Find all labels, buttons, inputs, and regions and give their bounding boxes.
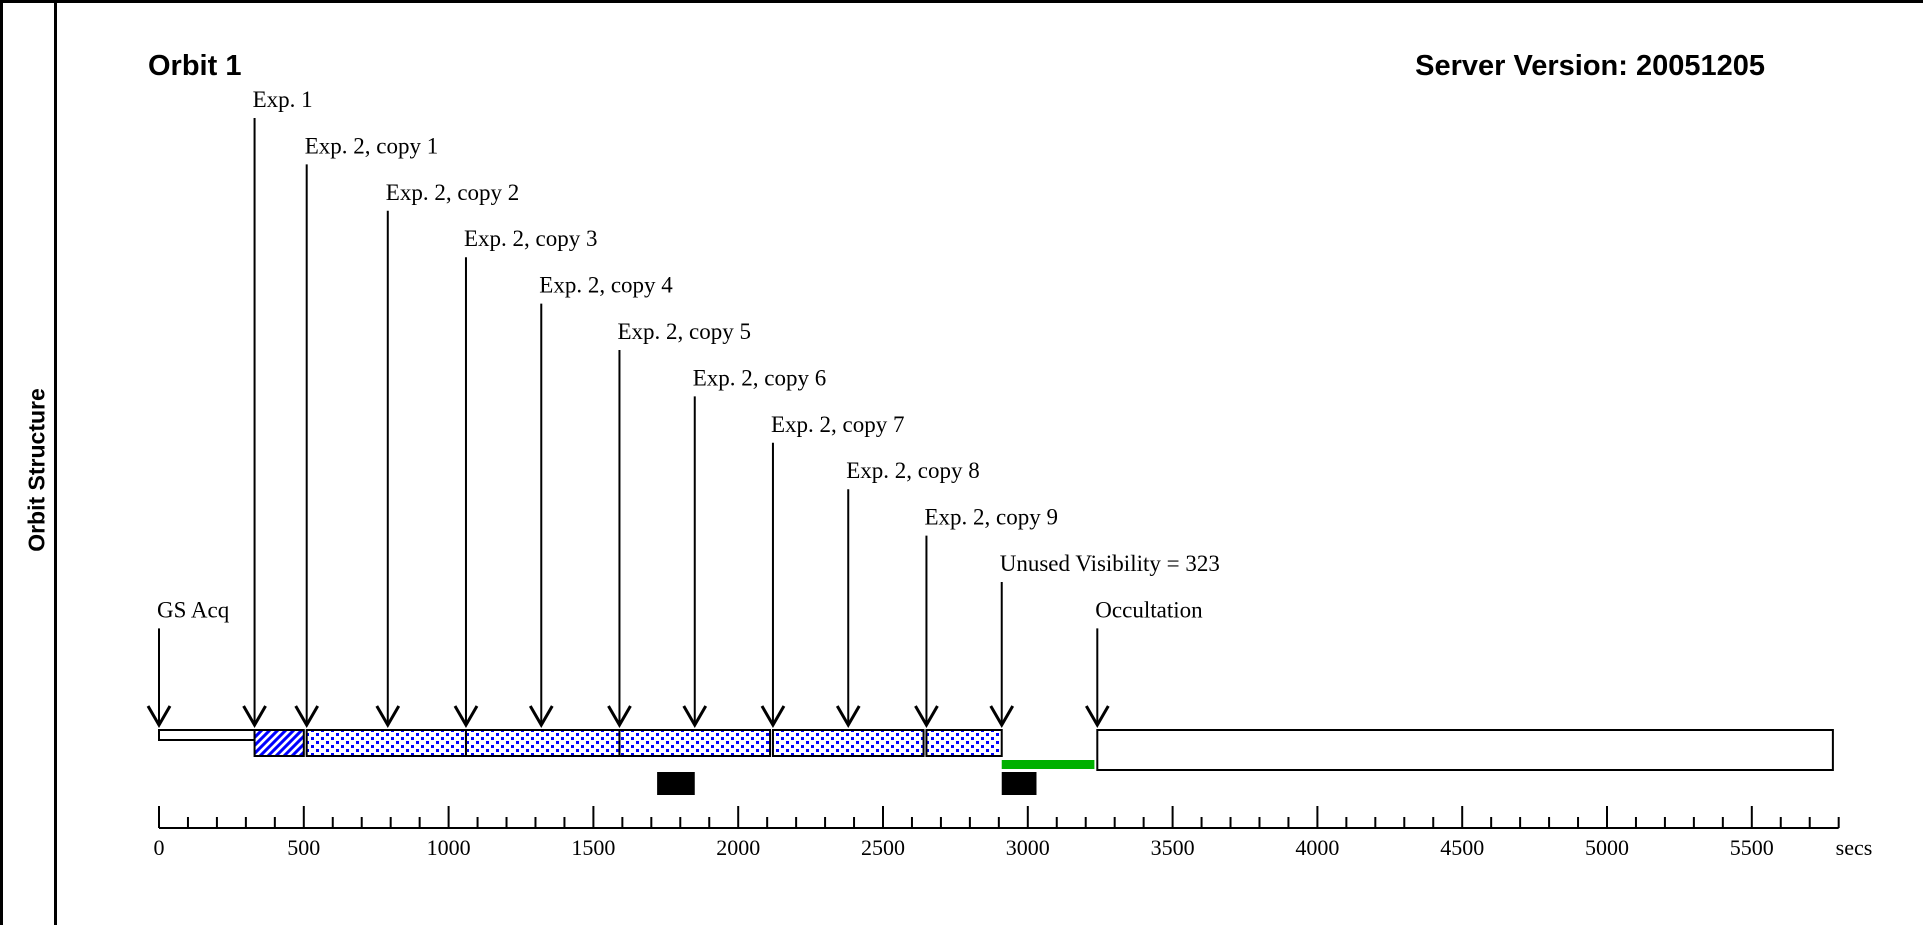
x-tick-label: 5500 xyxy=(1730,835,1774,860)
segment-exposure-2 xyxy=(464,729,621,757)
chart-title: Orbit 1 xyxy=(148,50,241,82)
event-arrow xyxy=(607,705,632,728)
chart-subtitle: Server Version: 20051205 xyxy=(1415,50,1765,82)
segment-exposure-2 xyxy=(618,729,772,757)
segment-exposure-2 xyxy=(305,729,467,757)
event-arrow xyxy=(1085,705,1110,728)
x-tick-label: 2500 xyxy=(861,835,905,860)
segment-exposure-1 xyxy=(253,729,305,757)
event-arrow xyxy=(989,705,1015,728)
event-arrow xyxy=(375,705,401,728)
event-label: Exp. 2, copy 9 xyxy=(924,505,1058,530)
segment-exposure-2 xyxy=(771,729,925,757)
event-label: Exp. 2, copy 8 xyxy=(846,458,980,483)
event-label: Exp. 2, copy 7 xyxy=(771,412,905,437)
event-arrow xyxy=(146,705,172,728)
x-tick-label: 4000 xyxy=(1295,835,1339,860)
event-label: Exp. 2, copy 3 xyxy=(464,226,598,251)
side-column: Orbit Structure xyxy=(0,0,57,925)
event-arrow xyxy=(914,705,939,728)
segment-acquisition xyxy=(158,729,256,741)
x-tick-label: 0 xyxy=(154,835,165,860)
x-tick-label: 500 xyxy=(287,835,320,860)
x-unit-label: secs xyxy=(1836,835,1873,860)
segment-occultation xyxy=(1096,729,1834,771)
event-arrow xyxy=(835,705,861,728)
segment-unused-visibility xyxy=(1001,760,1095,769)
event-label: Unused Visibility = 323 xyxy=(1000,551,1220,576)
x-tick-label: 1500 xyxy=(571,835,615,860)
event-arrow xyxy=(760,705,786,728)
x-tick-label: 3000 xyxy=(1006,835,1050,860)
event-arrow xyxy=(242,705,267,728)
x-tick-label: 1000 xyxy=(427,835,471,860)
x-tick-label: 2000 xyxy=(716,835,760,860)
event-arrow xyxy=(453,705,479,728)
marker-block xyxy=(1001,772,1037,795)
event-label: GS Acq xyxy=(157,597,230,622)
x-tick-label: 5000 xyxy=(1585,835,1629,860)
event-label: Exp. 2, copy 1 xyxy=(305,133,439,158)
event-arrow xyxy=(294,705,319,728)
event-label: Exp. 2, copy 5 xyxy=(617,319,751,344)
event-label: Exp. 2, copy 4 xyxy=(539,273,673,298)
segment-exposure-2 xyxy=(925,729,1003,757)
x-tick-label: 3500 xyxy=(1151,835,1195,860)
event-label: Occultation xyxy=(1095,597,1203,622)
event-label: Exp. 2, copy 6 xyxy=(693,365,827,390)
marker-block xyxy=(657,772,695,795)
event-arrow xyxy=(682,705,708,728)
event-label: Exp. 1 xyxy=(253,87,313,112)
x-tick-label: 4500 xyxy=(1440,835,1484,860)
event-arrow xyxy=(528,705,554,728)
event-label: Exp. 2, copy 2 xyxy=(386,180,520,205)
